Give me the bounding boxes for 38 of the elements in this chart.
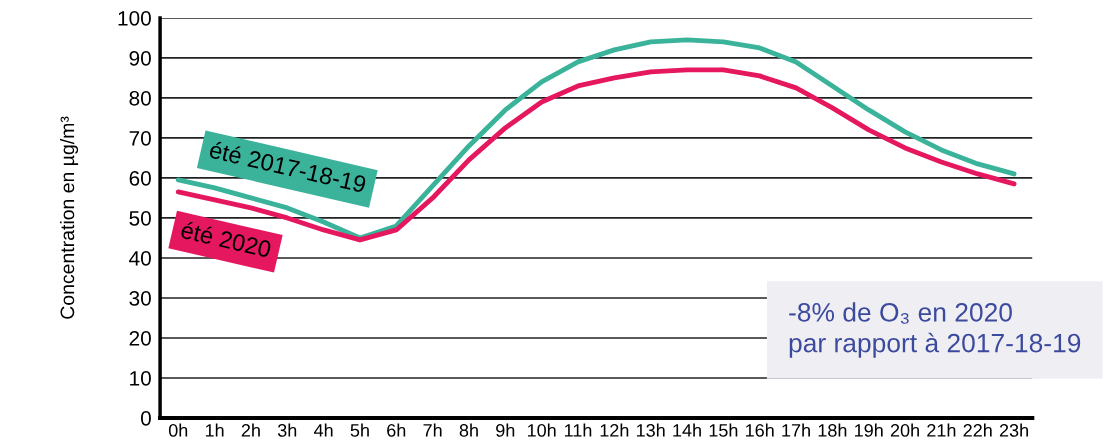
x-tick-label: 1h <box>205 423 224 437</box>
x-tick-label: 13h <box>636 423 665 437</box>
y-tick-label: 10 <box>130 370 151 386</box>
x-tick-label: 20h <box>890 423 919 437</box>
x-tick-label: 6h <box>387 423 406 437</box>
x-tick-label: 15h <box>709 423 738 437</box>
y-tick-label: 60 <box>129 170 151 186</box>
x-tick-label: 16h <box>746 423 774 437</box>
text: été 2020 <box>180 220 272 258</box>
x-tick-label: 21h <box>927 423 956 437</box>
x-tick-label: 4h <box>313 423 333 437</box>
y-tick-label: 0 <box>140 410 151 426</box>
y-tick-label: 50 <box>129 210 151 226</box>
x-tick-label: 3h <box>277 423 297 437</box>
y-tick-label: 20 <box>129 330 151 346</box>
x-tick-label: 14h <box>673 423 701 437</box>
x-tick-label: 7h <box>423 423 442 437</box>
x-tick-label: 9h <box>496 423 515 437</box>
x-tick-label: 0h <box>168 423 188 437</box>
x-tick-label: 2h <box>241 423 260 437</box>
y-tick-label: 30 <box>129 290 151 306</box>
x-tick-label: 23h <box>999 423 1028 437</box>
x-tick-label: 19h <box>855 423 883 437</box>
x-tick-label: 17h <box>782 423 810 437</box>
annotation: -8% de O₃ en 2020 par rapport à 2017-18-19 <box>789 302 1081 358</box>
y-tick-label: 70 <box>129 130 151 146</box>
x-tick-label: 18h <box>818 423 847 437</box>
x-tick-label: 22h <box>963 423 992 437</box>
x-tick-label: 12h <box>600 423 629 437</box>
x-tick-label: 10h <box>527 423 556 437</box>
y-tick-label: 80 <box>129 90 151 106</box>
y-tick-label: 90 <box>129 50 151 66</box>
y-axis-title: Concentration en µg/m³ <box>59 116 79 319</box>
x-tick-label: 5h <box>350 423 369 437</box>
x-tick-label: 11h <box>564 423 592 437</box>
y-tick-label: 40 <box>129 250 151 266</box>
x-tick-label: 8h <box>459 423 478 437</box>
y-tick-label: 100 <box>118 10 151 26</box>
